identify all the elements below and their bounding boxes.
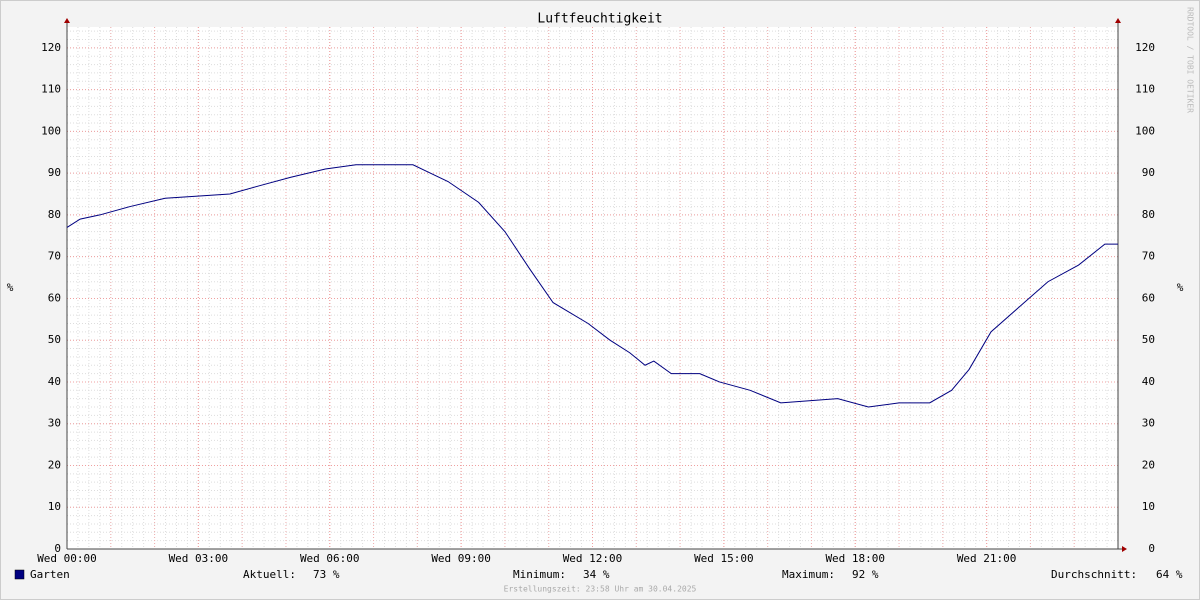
y2-tick-label: 90: [1142, 166, 1155, 179]
y-tick-label: 110: [41, 83, 61, 96]
x-tick-label: Wed 15:00: [694, 552, 754, 565]
y2-tick-label: 0: [1148, 542, 1155, 555]
y-axis-label: %: [7, 281, 14, 294]
data-line: [66, 164, 1118, 408]
legend-swatch: [14, 569, 25, 580]
stat-label: Minimum:: [513, 568, 566, 581]
axis-arrow: [1115, 18, 1121, 23]
x-tick-label: Wed 09:00: [431, 552, 491, 565]
stat-value: 73 %: [313, 568, 340, 581]
stat-label: Aktuell:: [243, 568, 296, 581]
y-tick-label: 90: [48, 166, 61, 179]
x-tick-label: Wed 12:00: [563, 552, 623, 565]
y2-tick-label: 80: [1142, 208, 1155, 221]
y2-tick-label: 70: [1142, 250, 1155, 263]
y2-tick-label: 110: [1135, 83, 1155, 96]
y-tick-label: 100: [41, 124, 61, 137]
y-tick-label: 20: [48, 458, 61, 471]
y2-tick-label: 100: [1135, 124, 1155, 137]
axis-arrow: [1122, 546, 1127, 552]
y-tick-label: 30: [48, 417, 61, 430]
footer: Erstellungszeit: 23:58 Uhr am 30.04.2025: [504, 585, 697, 594]
chart-title: Luftfeuchtigkeit: [537, 12, 662, 27]
legend-label: Garten: [30, 568, 70, 581]
x-tick-label: Wed 18:00: [825, 552, 885, 565]
stat-value: 92 %: [852, 568, 879, 581]
watermark: RRDTOOL / TOBI OETIKER: [1186, 7, 1195, 113]
y2-axis-label: %: [1177, 281, 1184, 294]
stat-value: 34 %: [583, 568, 610, 581]
y-tick-label: 50: [48, 333, 61, 346]
stat-value: 64 %: [1156, 568, 1183, 581]
y-tick-label: 40: [48, 375, 61, 388]
y-tick-label: 120: [41, 41, 61, 54]
axis-arrow: [64, 18, 70, 23]
x-tick-label: Wed 00:00: [37, 552, 97, 565]
y-tick-label: 0: [54, 542, 61, 555]
y2-tick-label: 20: [1142, 458, 1155, 471]
x-tick-label: Wed 03:00: [169, 552, 229, 565]
stat-label: Maximum:: [782, 568, 835, 581]
stat-label: Durchschnitt:: [1051, 568, 1137, 581]
y-tick-label: 60: [48, 291, 61, 304]
y-tick-label: 70: [48, 250, 61, 263]
y-tick-label: 10: [48, 500, 61, 513]
y2-tick-label: 120: [1135, 41, 1155, 54]
x-tick-label: Wed 06:00: [300, 552, 360, 565]
y2-tick-label: 40: [1142, 375, 1155, 388]
y-tick-label: 80: [48, 208, 61, 221]
y2-tick-label: 10: [1142, 500, 1155, 513]
y2-tick-label: 50: [1142, 333, 1155, 346]
y2-tick-label: 30: [1142, 417, 1155, 430]
y2-tick-label: 60: [1142, 291, 1155, 304]
x-tick-label: Wed 21:00: [957, 552, 1017, 565]
